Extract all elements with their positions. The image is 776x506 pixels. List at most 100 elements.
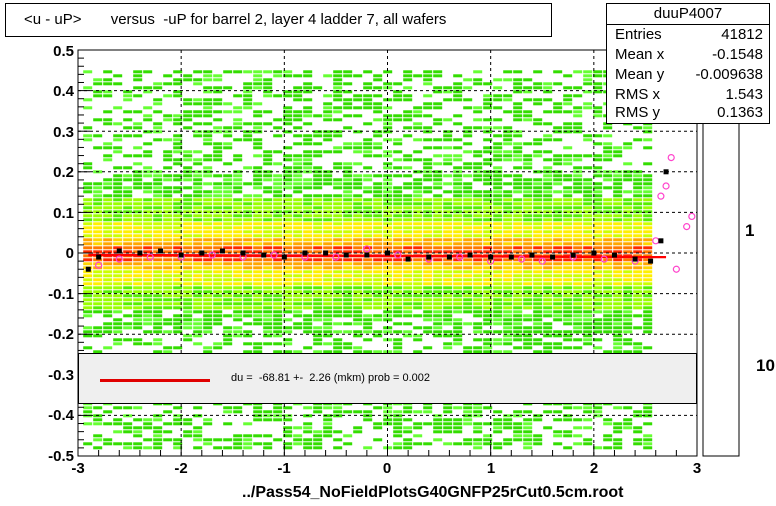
heatmap-cell bbox=[253, 298, 263, 302]
heatmap-cell bbox=[433, 170, 443, 174]
heatmap-cell bbox=[613, 290, 623, 294]
heatmap-cell bbox=[443, 322, 453, 326]
heatmap-cell bbox=[383, 330, 393, 334]
heatmap-cell bbox=[163, 158, 173, 162]
heatmap-cell bbox=[373, 146, 383, 150]
heatmap-cell bbox=[123, 226, 133, 230]
heatmap-cell bbox=[433, 214, 443, 218]
heatmap-cell bbox=[133, 234, 143, 238]
heatmap-cell bbox=[433, 298, 443, 302]
heatmap-cell bbox=[133, 318, 143, 322]
heatmap-cell bbox=[213, 342, 223, 346]
heatmap-cell bbox=[243, 70, 253, 74]
heatmap-cell bbox=[623, 330, 633, 334]
heatmap-cell bbox=[323, 286, 333, 290]
heatmap-cell bbox=[533, 230, 543, 234]
heatmap-cell bbox=[453, 94, 463, 98]
heatmap-cell bbox=[143, 214, 153, 218]
heatmap-cell bbox=[613, 178, 623, 182]
heatmap-cell bbox=[163, 234, 173, 238]
heatmap-cell bbox=[133, 282, 143, 286]
heatmap-cell bbox=[393, 98, 403, 102]
heatmap-cell bbox=[573, 86, 583, 90]
heatmap-cell bbox=[133, 274, 143, 278]
heatmap-cell bbox=[603, 278, 613, 282]
heatmap-cell bbox=[453, 286, 463, 290]
heatmap-cell bbox=[463, 438, 473, 442]
heatmap-cell bbox=[83, 98, 93, 102]
heatmap-cell bbox=[83, 230, 93, 234]
heatmap-cell bbox=[263, 70, 273, 74]
heatmap-cell bbox=[213, 146, 223, 150]
heatmap-cell bbox=[453, 426, 463, 430]
heatmap-cell bbox=[223, 210, 233, 214]
heatmap-cell bbox=[183, 118, 193, 122]
heatmap-cell bbox=[543, 322, 553, 326]
heatmap-cell bbox=[143, 114, 153, 118]
heatmap-cell bbox=[513, 102, 523, 106]
heatmap-cell bbox=[103, 314, 113, 318]
heatmap-cell bbox=[563, 414, 573, 418]
heatmap-cell bbox=[283, 446, 293, 450]
heatmap-cell bbox=[623, 266, 633, 270]
heatmap-cell bbox=[463, 310, 473, 314]
heatmap-cell bbox=[513, 130, 523, 134]
heatmap-cell bbox=[563, 74, 573, 78]
heatmap-cell bbox=[113, 214, 123, 218]
heatmap-cell bbox=[93, 198, 103, 202]
heatmap-cell bbox=[183, 210, 193, 214]
heatmap-cell bbox=[123, 230, 133, 234]
heatmap-cell bbox=[393, 186, 403, 190]
profile-black-point bbox=[663, 169, 669, 175]
heatmap-cell bbox=[263, 246, 273, 250]
heatmap-cell bbox=[563, 314, 573, 318]
heatmap-cell bbox=[383, 174, 393, 178]
heatmap-cell bbox=[373, 306, 383, 310]
heatmap-cell bbox=[313, 114, 323, 118]
heatmap-cell bbox=[583, 246, 593, 250]
heatmap-cell bbox=[133, 406, 143, 410]
heatmap-cell bbox=[573, 318, 583, 322]
heatmap-cell bbox=[83, 182, 93, 186]
heatmap-cell bbox=[263, 198, 273, 202]
heatmap-cell bbox=[563, 98, 573, 102]
heatmap-cell bbox=[643, 274, 653, 278]
heatmap-cell bbox=[153, 194, 163, 198]
heatmap-cell bbox=[463, 246, 473, 250]
heatmap-cell bbox=[243, 330, 253, 334]
heatmap-cell bbox=[203, 70, 213, 74]
heatmap-cell bbox=[573, 178, 583, 182]
heatmap-cell bbox=[483, 330, 493, 334]
heatmap-cell bbox=[263, 186, 273, 190]
heatmap-cell bbox=[373, 290, 383, 294]
heatmap-cell bbox=[153, 278, 163, 282]
heatmap-cell bbox=[193, 222, 203, 226]
heatmap-cell bbox=[273, 438, 283, 442]
heatmap-cell bbox=[603, 134, 613, 138]
heatmap-cell bbox=[283, 282, 293, 286]
heatmap-cell bbox=[403, 110, 413, 114]
heatmap-cell bbox=[133, 122, 143, 126]
heatmap-cell bbox=[203, 122, 213, 126]
heatmap-cell bbox=[473, 118, 483, 122]
heatmap-cell bbox=[113, 258, 123, 262]
heatmap-cell bbox=[223, 298, 233, 302]
heatmap-cell bbox=[253, 166, 263, 170]
heatmap-cell bbox=[83, 210, 93, 214]
heatmap-cell bbox=[83, 302, 93, 306]
heatmap-cell bbox=[253, 114, 263, 118]
heatmap-cell bbox=[333, 294, 343, 298]
heatmap-cell bbox=[593, 86, 603, 90]
heatmap-cell bbox=[493, 146, 503, 150]
heatmap-cell bbox=[463, 302, 473, 306]
heatmap-cell bbox=[153, 102, 163, 106]
heatmap-cell bbox=[633, 350, 643, 354]
heatmap-cell bbox=[393, 90, 403, 94]
heatmap-cell bbox=[573, 294, 583, 298]
heatmap-cell bbox=[373, 406, 383, 410]
heatmap-cell bbox=[353, 426, 363, 430]
heatmap-cell bbox=[513, 78, 523, 82]
heatmap-cell bbox=[573, 250, 583, 254]
heatmap-cell bbox=[473, 226, 483, 230]
heatmap-cell bbox=[603, 126, 613, 130]
